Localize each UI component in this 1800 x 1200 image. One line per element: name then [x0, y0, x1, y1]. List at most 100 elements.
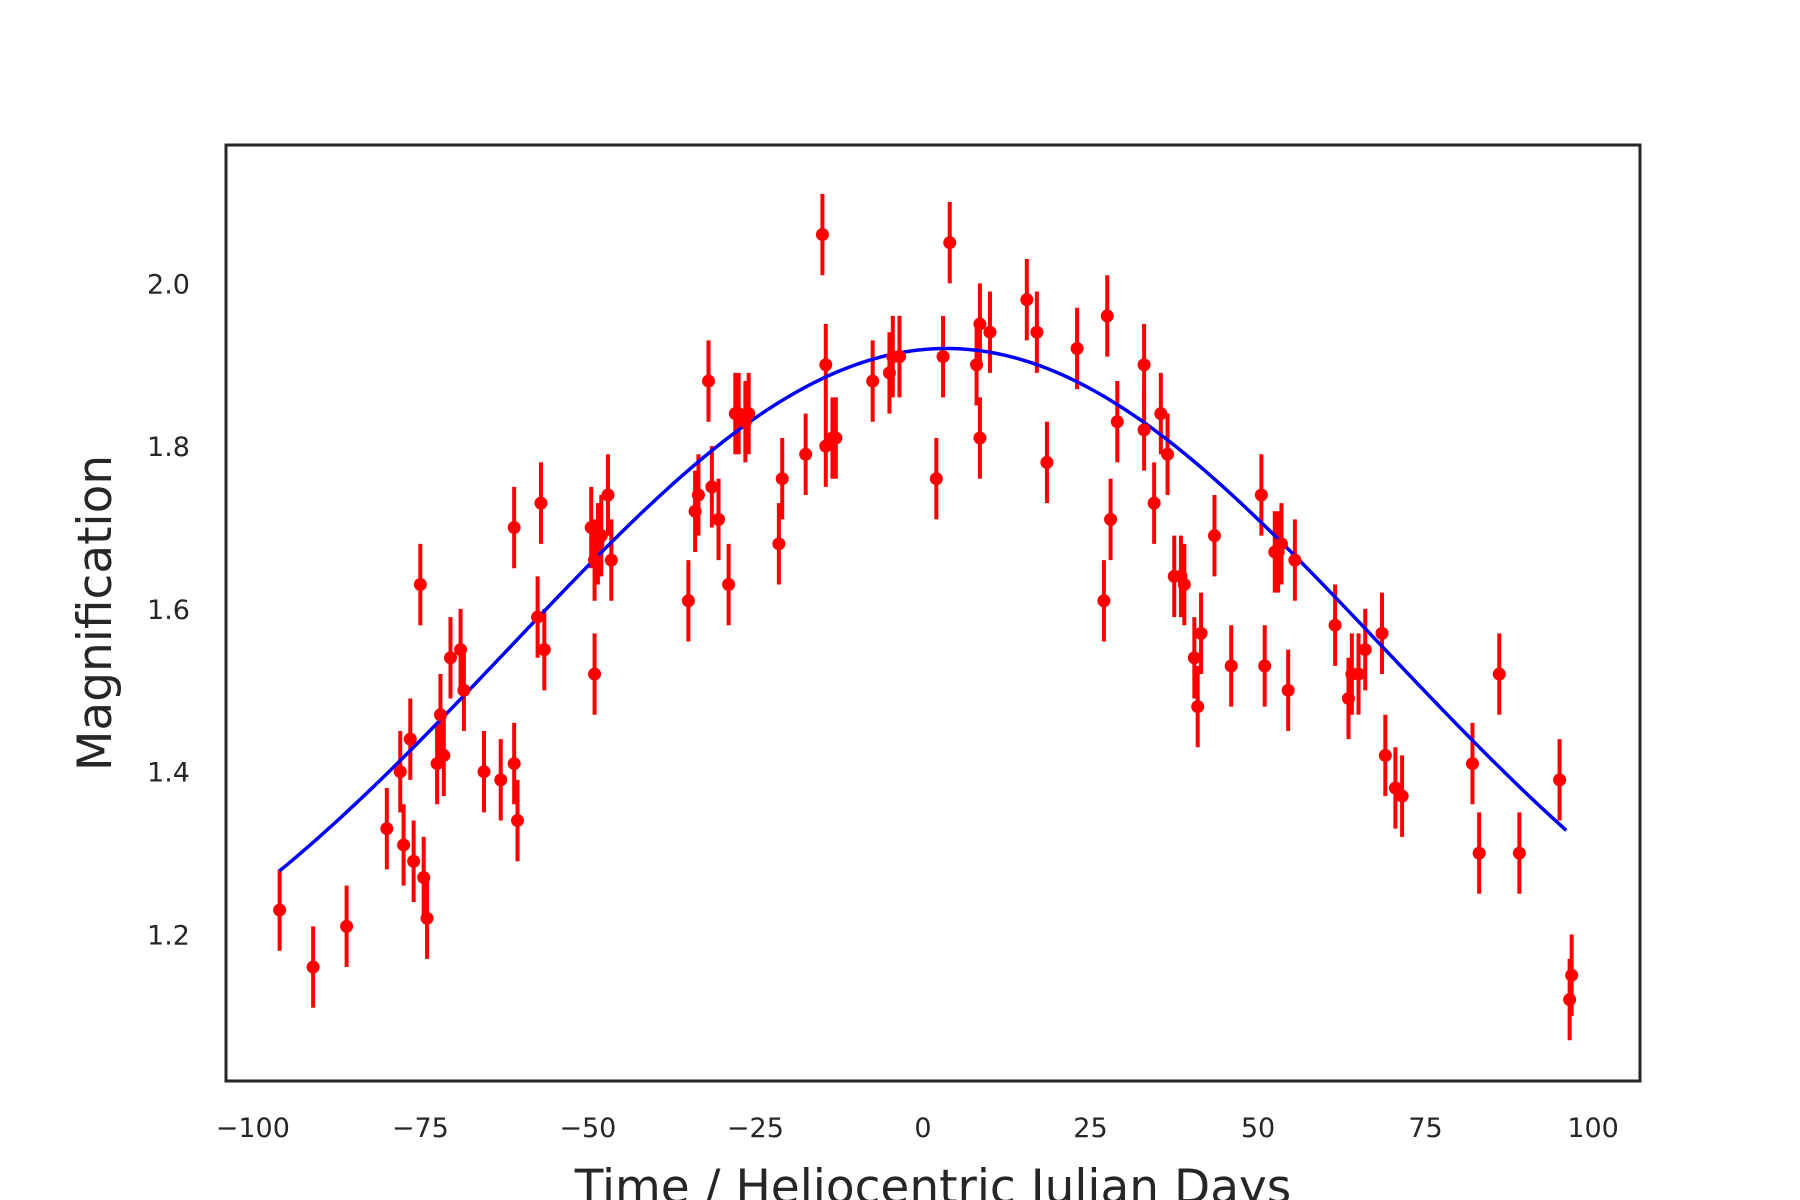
data-point	[1395, 789, 1409, 803]
data-point	[970, 358, 984, 372]
x-tick-label: −25	[727, 1113, 784, 1144]
x-tick-label: 50	[1241, 1113, 1275, 1144]
data-point	[537, 643, 551, 657]
data-point	[1030, 325, 1044, 339]
data-point	[936, 350, 950, 364]
data-point	[1288, 553, 1302, 567]
data-point	[983, 325, 997, 339]
data-point	[601, 488, 615, 502]
data-point	[892, 350, 906, 364]
data-point	[1281, 683, 1295, 697]
data-point	[943, 236, 957, 250]
x-tick-label: −100	[216, 1113, 290, 1144]
data-points	[273, 228, 1579, 1007]
data-point	[454, 643, 468, 657]
data-point	[380, 822, 394, 836]
data-point	[1358, 643, 1372, 657]
data-point	[306, 960, 320, 974]
data-point	[1177, 578, 1191, 592]
data-point	[1512, 846, 1526, 860]
data-point	[433, 708, 447, 722]
data-point	[1100, 309, 1114, 323]
data-point	[1161, 447, 1175, 461]
data-point	[866, 374, 880, 388]
data-point	[1070, 341, 1084, 355]
data-point	[829, 431, 843, 445]
data-point	[702, 374, 716, 388]
data-point	[1147, 496, 1161, 510]
data-point	[1341, 691, 1355, 705]
data-point	[507, 757, 521, 771]
data-point	[534, 496, 548, 510]
data-point	[973, 431, 987, 445]
data-point	[588, 667, 602, 681]
data-point	[413, 578, 427, 592]
y-tick-label: 1.8	[147, 432, 190, 463]
data-point	[1137, 423, 1151, 437]
y-tick-label: 1.2	[147, 920, 190, 951]
data-point	[1465, 757, 1479, 771]
data-point	[1097, 594, 1111, 608]
data-point	[722, 578, 736, 592]
data-point	[1378, 748, 1392, 762]
data-point	[1137, 358, 1151, 372]
x-tick-label: 25	[1073, 1113, 1107, 1144]
data-point	[594, 529, 608, 543]
data-point	[457, 683, 471, 697]
data-point	[815, 228, 829, 242]
plot-frame	[224, 143, 1642, 1083]
data-point	[477, 765, 491, 779]
data-point	[1492, 667, 1506, 681]
data-point	[494, 773, 508, 787]
data-point	[511, 814, 525, 828]
data-point	[1375, 626, 1389, 640]
data-point	[688, 504, 702, 518]
data-point	[420, 911, 434, 925]
x-tick-label: −50	[559, 1113, 616, 1144]
y-axis-ticks: 1.2 1.4 1.6 1.8 2.0	[147, 269, 190, 951]
data-point	[1207, 529, 1221, 543]
data-point	[1352, 667, 1366, 681]
data-point	[882, 366, 896, 380]
x-tick-label: 100	[1567, 1113, 1619, 1144]
data-point	[1274, 537, 1288, 551]
data-point	[1565, 968, 1579, 982]
data-point	[742, 407, 756, 421]
data-point	[929, 472, 943, 486]
data-point	[407, 854, 421, 868]
data-point	[1040, 455, 1054, 469]
fit-curve	[278, 346, 1568, 873]
plot-area	[224, 143, 1642, 1083]
y-axis-label: Magnification	[68, 455, 123, 771]
data-point	[1328, 618, 1342, 632]
data-point	[1020, 293, 1034, 307]
x-tick-label: 75	[1408, 1113, 1442, 1144]
data-point	[417, 871, 431, 885]
data-point	[397, 838, 411, 852]
data-point	[1154, 407, 1168, 421]
y-tick-label: 1.4	[147, 758, 190, 789]
data-point	[712, 512, 726, 526]
y-tick-label: 1.6	[147, 595, 190, 626]
data-point	[437, 748, 451, 762]
data-point	[507, 521, 521, 535]
data-point	[1187, 651, 1201, 665]
data-point	[1224, 659, 1238, 673]
data-point	[775, 472, 789, 486]
data-point	[1104, 512, 1118, 526]
data-point	[604, 553, 618, 567]
data-point	[443, 651, 457, 665]
x-tick-label: 0	[914, 1113, 931, 1144]
data-point	[1194, 626, 1208, 640]
data-point	[340, 919, 354, 933]
data-point	[393, 765, 407, 779]
data-point	[772, 537, 786, 551]
data-point	[273, 903, 287, 917]
data-point	[691, 488, 705, 502]
data-point	[1254, 488, 1268, 502]
data-point	[681, 594, 695, 608]
data-point	[973, 317, 987, 331]
data-point	[403, 732, 417, 746]
data-point	[1563, 993, 1577, 1007]
